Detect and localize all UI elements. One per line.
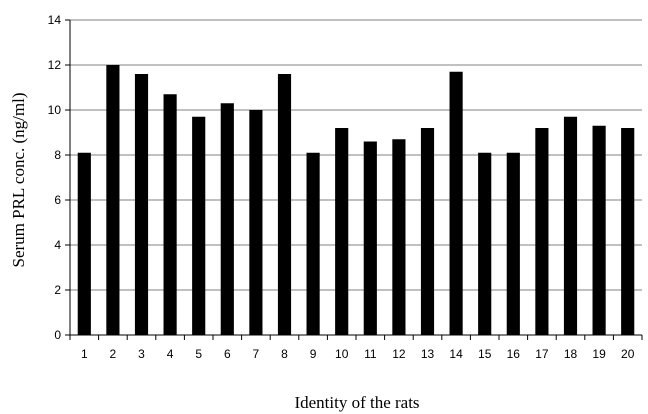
bar-5 <box>192 116 206 335</box>
x-tick-label-10: 10 <box>335 347 349 361</box>
x-tick-label-15: 15 <box>478 347 492 361</box>
y-tick-label-12: 12 <box>48 58 62 72</box>
x-axis-title: Identity of the rats <box>294 393 419 412</box>
x-tick-label-13: 13 <box>421 347 435 361</box>
x-tick-labels: 1 2 3 4 5 6 7 8 9 10 11 12 13 14 15 16 17 18 19 20 <box>81 347 635 361</box>
bar-1 <box>77 152 91 335</box>
x-tick-label-12: 12 <box>392 347 406 361</box>
bar-4 <box>163 94 177 335</box>
bar-3 <box>134 74 149 335</box>
x-tick-label-18: 18 <box>564 347 578 361</box>
bar-13 <box>420 128 435 335</box>
y-tick-label-8: 8 <box>54 148 61 162</box>
y-tick-label-4: 4 <box>54 238 61 252</box>
y-tick-label-2: 2 <box>54 283 61 297</box>
x-tick-label-14: 14 <box>449 347 463 361</box>
bar-17 <box>535 128 549 335</box>
y-tick-label-10: 10 <box>48 103 62 117</box>
x-tick-label-1: 1 <box>81 347 88 361</box>
bar-7 <box>249 110 263 335</box>
x-tick-label-7: 7 <box>253 347 260 361</box>
bar-14 <box>449 71 463 335</box>
x-tick-label-2: 2 <box>110 347 117 361</box>
bar-8 <box>277 74 292 335</box>
x-tick-label-20: 20 <box>621 347 635 361</box>
bars <box>77 65 635 335</box>
y-tick-label-0: 0 <box>54 328 61 342</box>
y-tick-labels: 0 2 4 6 8 10 12 14 <box>48 13 62 342</box>
bar-16 <box>506 152 520 335</box>
bar-20 <box>621 128 635 335</box>
x-tick-label-5: 5 <box>195 347 202 361</box>
bar-19 <box>592 125 606 335</box>
y-tick-label-6: 6 <box>54 193 61 207</box>
x-tick-label-16: 16 <box>507 347 521 361</box>
x-tick-label-8: 8 <box>281 347 288 361</box>
bar-6 <box>220 103 234 335</box>
bar-18 <box>563 116 578 335</box>
x-tick-label-3: 3 <box>138 347 145 361</box>
x-tick-label-4: 4 <box>167 347 174 361</box>
x-tick-label-6: 6 <box>224 347 231 361</box>
bar-9 <box>306 152 320 335</box>
x-tick-label-17: 17 <box>535 347 549 361</box>
bar-12 <box>392 139 406 335</box>
x-tick-label-19: 19 <box>592 347 606 361</box>
bar-10 <box>335 128 349 335</box>
bar-11 <box>363 141 377 335</box>
bar-15 <box>478 152 492 335</box>
bar-2 <box>106 65 120 335</box>
y-axis-title: Serum PRL conc. (ng/ml) <box>9 92 28 267</box>
x-tick-label-9: 9 <box>310 347 317 361</box>
axes <box>65 19 643 340</box>
gridlines <box>70 19 642 291</box>
y-tick-label-14: 14 <box>48 13 62 27</box>
x-tick-label-11: 11 <box>364 347 377 361</box>
